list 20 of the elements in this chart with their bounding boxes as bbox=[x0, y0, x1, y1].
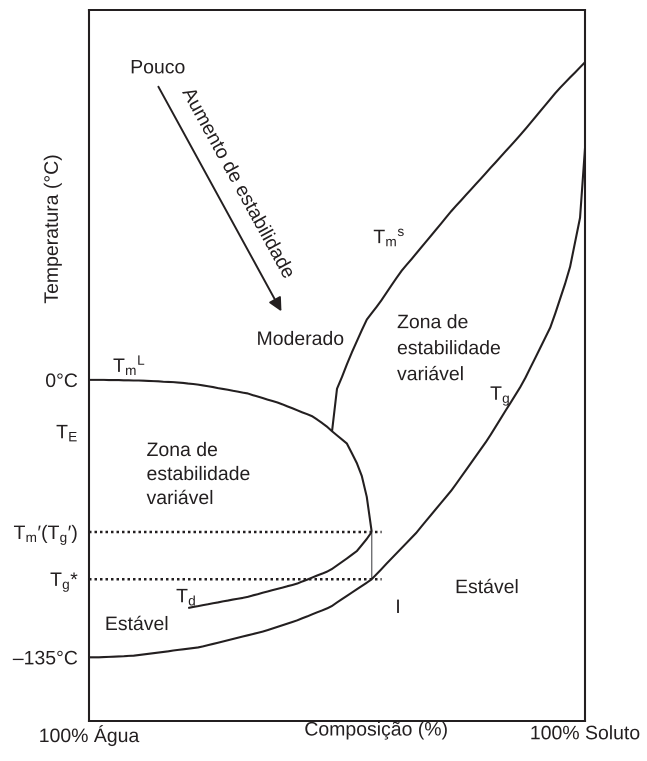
y-tick-label: 0°C bbox=[46, 373, 78, 388]
annotation: I bbox=[397, 600, 399, 613]
annotation: Estável bbox=[106, 616, 168, 630]
annotation: T$_{d}$ bbox=[176, 588, 195, 606]
y-tick-label: T$_{g}$* bbox=[50, 572, 78, 592]
annotation: Estável bbox=[456, 578, 518, 594]
annotation: T$_{g}$ bbox=[490, 386, 509, 406]
annotation: Moderado bbox=[258, 330, 344, 346]
annotation: Pouco bbox=[132, 60, 184, 74]
x-tick-label: 100% Soluto bbox=[531, 725, 640, 740]
annotation: Zona de estabilidade variável bbox=[397, 314, 500, 380]
y-tick-label: –135°C bbox=[12, 650, 78, 665]
x-tick-label: 100% Água bbox=[40, 725, 140, 746]
x-axis-title: Composição (%) bbox=[305, 721, 447, 740]
annotation: T$_{m}$$^{s}$ bbox=[374, 228, 404, 246]
annotation: Zona de estabilidade variável bbox=[146, 442, 250, 504]
annotation: T$_{m}$$^{L}$ bbox=[113, 355, 144, 376]
y-tick-label: T$_{m}$′(T$_{g}$′) bbox=[14, 524, 77, 545]
y-tick-label: T$_{E}$ bbox=[56, 424, 77, 442]
y-axis-title: Temperatura (°C) bbox=[44, 156, 62, 304]
